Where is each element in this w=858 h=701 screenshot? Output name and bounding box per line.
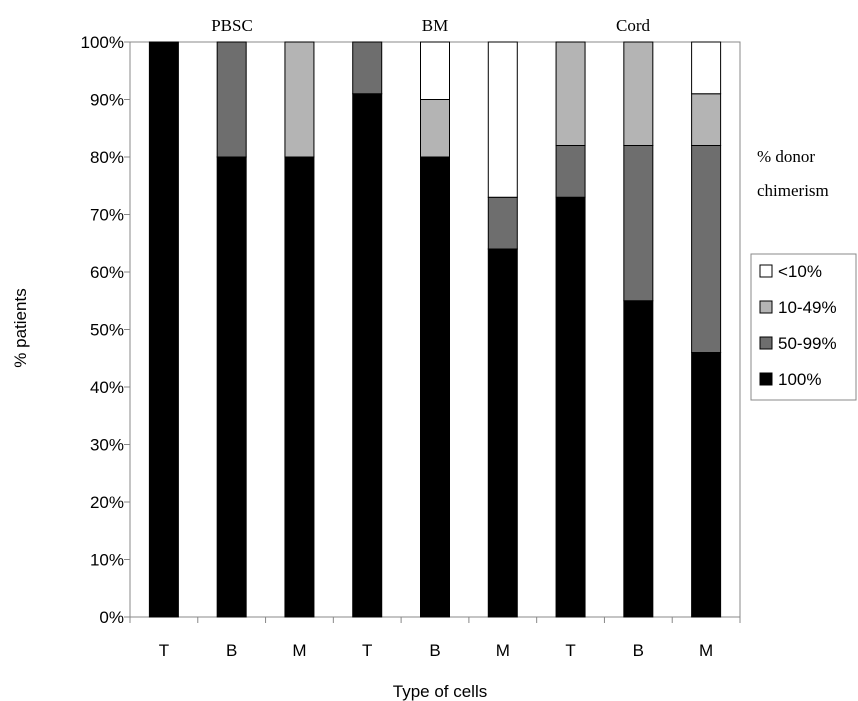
y-tick-label: 50%	[90, 321, 124, 340]
bar-segment	[420, 156, 450, 618]
bar-segment	[284, 156, 315, 618]
legend-swatch	[759, 372, 773, 386]
bar-segment	[691, 41, 722, 95]
bar-segment	[487, 248, 518, 618]
x-tick-label: B	[226, 641, 237, 660]
bars	[148, 41, 722, 618]
x-tick-label: M	[496, 641, 510, 660]
y-axis-ticks: 0% 10% 20% 30% 40% 50% 60% 70% 80% 90% 100%	[81, 33, 130, 627]
y-tick-label: 10%	[90, 551, 124, 570]
bar-segment	[691, 145, 722, 353]
x-tick-label: B	[633, 641, 644, 660]
legend-title-line-1: % donor	[757, 147, 815, 166]
group-labels: PBSC BM Cord	[211, 16, 650, 35]
bar-segment	[555, 196, 586, 618]
bar-segment	[623, 145, 654, 302]
bar-segment	[691, 352, 722, 618]
y-tick-label: 30%	[90, 436, 124, 455]
bar-segment	[352, 93, 383, 618]
x-tick-label: T	[565, 641, 575, 660]
bar-segment	[216, 41, 247, 158]
bar-segment	[487, 196, 518, 250]
group-label: BM	[422, 16, 448, 35]
bar-segment	[420, 99, 450, 158]
y-tick-label: 70%	[90, 206, 124, 225]
legend: <10% 10-49% 50-99% 100%	[750, 253, 857, 401]
legend-label: 100%	[778, 370, 821, 389]
legend-label: <10%	[778, 262, 822, 281]
bar-segment	[555, 41, 586, 146]
legend-swatch	[759, 264, 773, 278]
x-tick-label: M	[292, 641, 306, 660]
bar-segment	[420, 41, 450, 100]
bar-segment	[555, 145, 586, 198]
bar-segment	[148, 41, 179, 618]
y-tick-label: 40%	[90, 378, 124, 397]
legend-swatch	[759, 336, 773, 350]
y-tick-label: 20%	[90, 493, 124, 512]
legend-swatch	[759, 300, 773, 314]
x-tick-label: B	[429, 641, 440, 660]
x-tick-label: T	[362, 641, 372, 660]
bar-segment	[216, 156, 247, 618]
x-axis-title: Type of cells	[393, 682, 488, 701]
bar-segment	[487, 41, 518, 198]
y-tick-label: 90%	[90, 91, 124, 110]
bar-segment	[352, 41, 383, 95]
y-tick-label: 60%	[90, 263, 124, 282]
group-label: PBSC	[211, 16, 253, 35]
y-tick-label: 100%	[81, 33, 124, 52]
bar-segment	[623, 300, 654, 618]
legend-label: 50-99%	[778, 334, 837, 353]
legend-title-line-2: chimerism	[757, 181, 829, 200]
y-axis-title: % patients	[11, 288, 30, 367]
bar-segment	[284, 41, 315, 158]
group-label: Cord	[616, 16, 651, 35]
x-tick-label: M	[699, 641, 713, 660]
bar-segment	[623, 41, 654, 146]
bar-segment	[691, 93, 722, 146]
legend-label: 10-49%	[778, 298, 837, 317]
y-tick-label: 80%	[90, 148, 124, 167]
x-tick-label: T	[159, 641, 169, 660]
y-tick-label: 0%	[99, 608, 124, 627]
